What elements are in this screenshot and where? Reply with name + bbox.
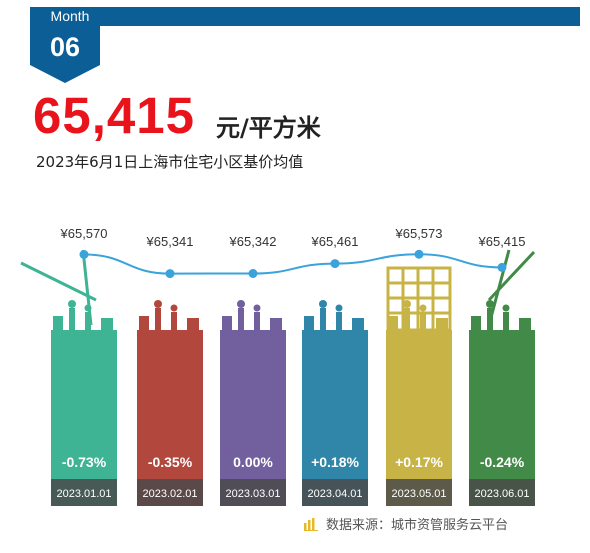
crane-icon [487, 249, 536, 326]
date-strip [220, 479, 286, 506]
price-label: ¥65,415 [478, 234, 526, 249]
change-label: +0.17% [395, 454, 443, 470]
bar [302, 330, 368, 506]
crane-icon [20, 249, 97, 326]
bar [51, 330, 117, 506]
month-badge [30, 7, 100, 83]
price-point [497, 262, 507, 272]
bar [220, 330, 286, 506]
price-label: ¥65,461 [311, 234, 359, 249]
data-source: 数据来源：城市资管服务云平台 [304, 514, 508, 533]
data-source-text: 数据来源：城市资管服务云平台 [326, 518, 509, 533]
construction-worker-icon [304, 300, 364, 330]
bar-group: 2023.04.01 +0.18% [302, 300, 368, 506]
change-label: 0.00% [233, 454, 273, 470]
bar [137, 330, 203, 506]
bar-group: 2023.06.01 -0.24% [469, 249, 536, 506]
construction-worker-icon [222, 300, 282, 330]
change-label: -0.24% [480, 454, 525, 470]
date-label: 2023.06.01 [474, 488, 529, 500]
bar [469, 330, 535, 506]
price-point [330, 259, 340, 269]
date-label: 2023.03.01 [225, 488, 280, 500]
price-point [165, 269, 175, 279]
date-strip [51, 479, 117, 506]
date-strip [137, 479, 203, 506]
date-label: 2023.05.01 [391, 488, 446, 500]
headline-unit: 元/平方米 [216, 114, 321, 142]
date-label: 2023.02.01 [142, 488, 197, 500]
bar-group: 2023.03.01 0.00% [220, 300, 286, 506]
date-strip [386, 479, 452, 506]
construction-worker-icon [471, 300, 531, 330]
bar-group: 2023.02.01 -0.35% [137, 300, 203, 506]
price-label: ¥65,342 [229, 234, 277, 249]
change-label: +0.18% [311, 454, 359, 470]
price-line [83, 253, 503, 275]
headline-value: 65,415 [33, 87, 195, 144]
construction-worker-icon [139, 300, 199, 330]
date-strip [469, 479, 535, 506]
month-label: Month [50, 8, 90, 24]
headline-subtitle: 2023年6月1日上海市住宅小区基价均值 [36, 153, 304, 171]
top-banner [36, 7, 580, 26]
change-label: -0.73% [62, 454, 107, 470]
construction-worker-icon [388, 300, 448, 330]
scaffold-icon [386, 266, 452, 332]
bar-group: 2023.01.01 -0.73% [20, 249, 117, 506]
month-number: 06 [49, 32, 81, 62]
bar-chart-icon [304, 518, 318, 531]
price-point [248, 269, 258, 278]
date-label: 2023.04.01 [307, 488, 362, 500]
date-strip [302, 479, 368, 506]
price-point [414, 249, 424, 259]
price-label: ¥65,573 [395, 226, 443, 241]
bar [386, 330, 452, 506]
price-point [79, 250, 89, 259]
price-label: ¥65,341 [146, 234, 194, 249]
price-label: ¥65,570 [60, 226, 108, 241]
bar-group: 2023.05.01 +0.17% [386, 266, 452, 506]
date-label: 2023.01.01 [56, 488, 111, 500]
construction-worker-icon [53, 300, 113, 330]
change-label: -0.35% [148, 454, 193, 470]
